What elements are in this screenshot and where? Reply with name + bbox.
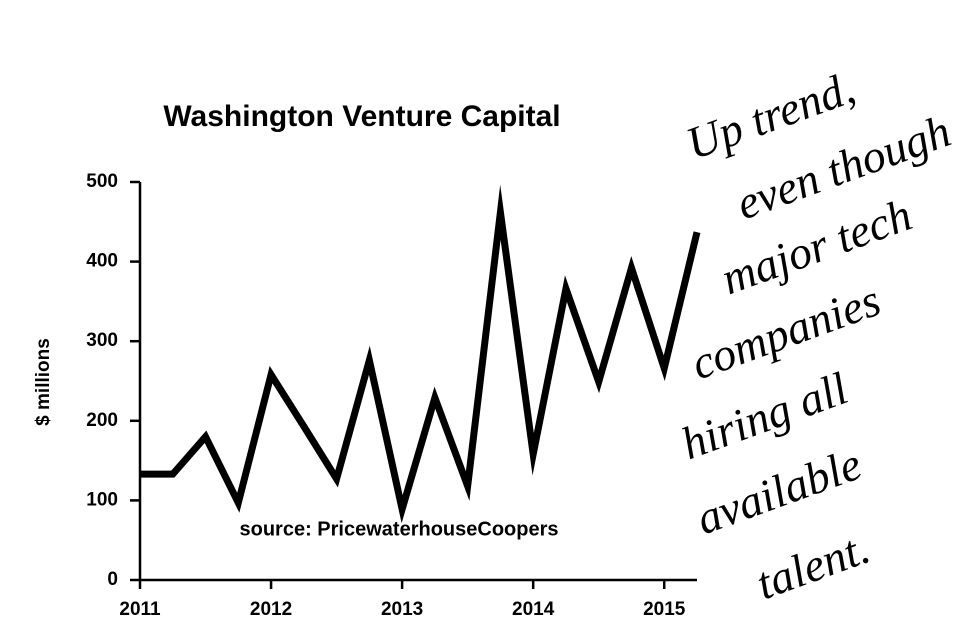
x-tick-label: 2011 [119,599,161,620]
data-line [140,184,701,524]
chart-title: Washington Venture Capital [163,100,560,133]
y-tick-label: 0 [107,569,118,590]
y-axis-label: $ millions [33,338,54,426]
y-tick-label: 200 [86,410,118,431]
handwritten-note: companies [685,274,887,389]
y-tick-label: 300 [86,330,118,351]
x-tick-label: 2012 [250,599,292,620]
x-tick-label: 2015 [643,599,686,620]
y-tick-label: 400 [86,251,118,272]
y-tick-label: 500 [86,171,118,192]
x-tick-label: 2013 [381,599,423,620]
handwritten-note: talent. [750,522,877,610]
x-tick-label: 2014 [512,599,555,620]
y-tick-label: 100 [86,489,118,510]
source-note: source: PricewaterhouseCoopers [240,518,559,540]
